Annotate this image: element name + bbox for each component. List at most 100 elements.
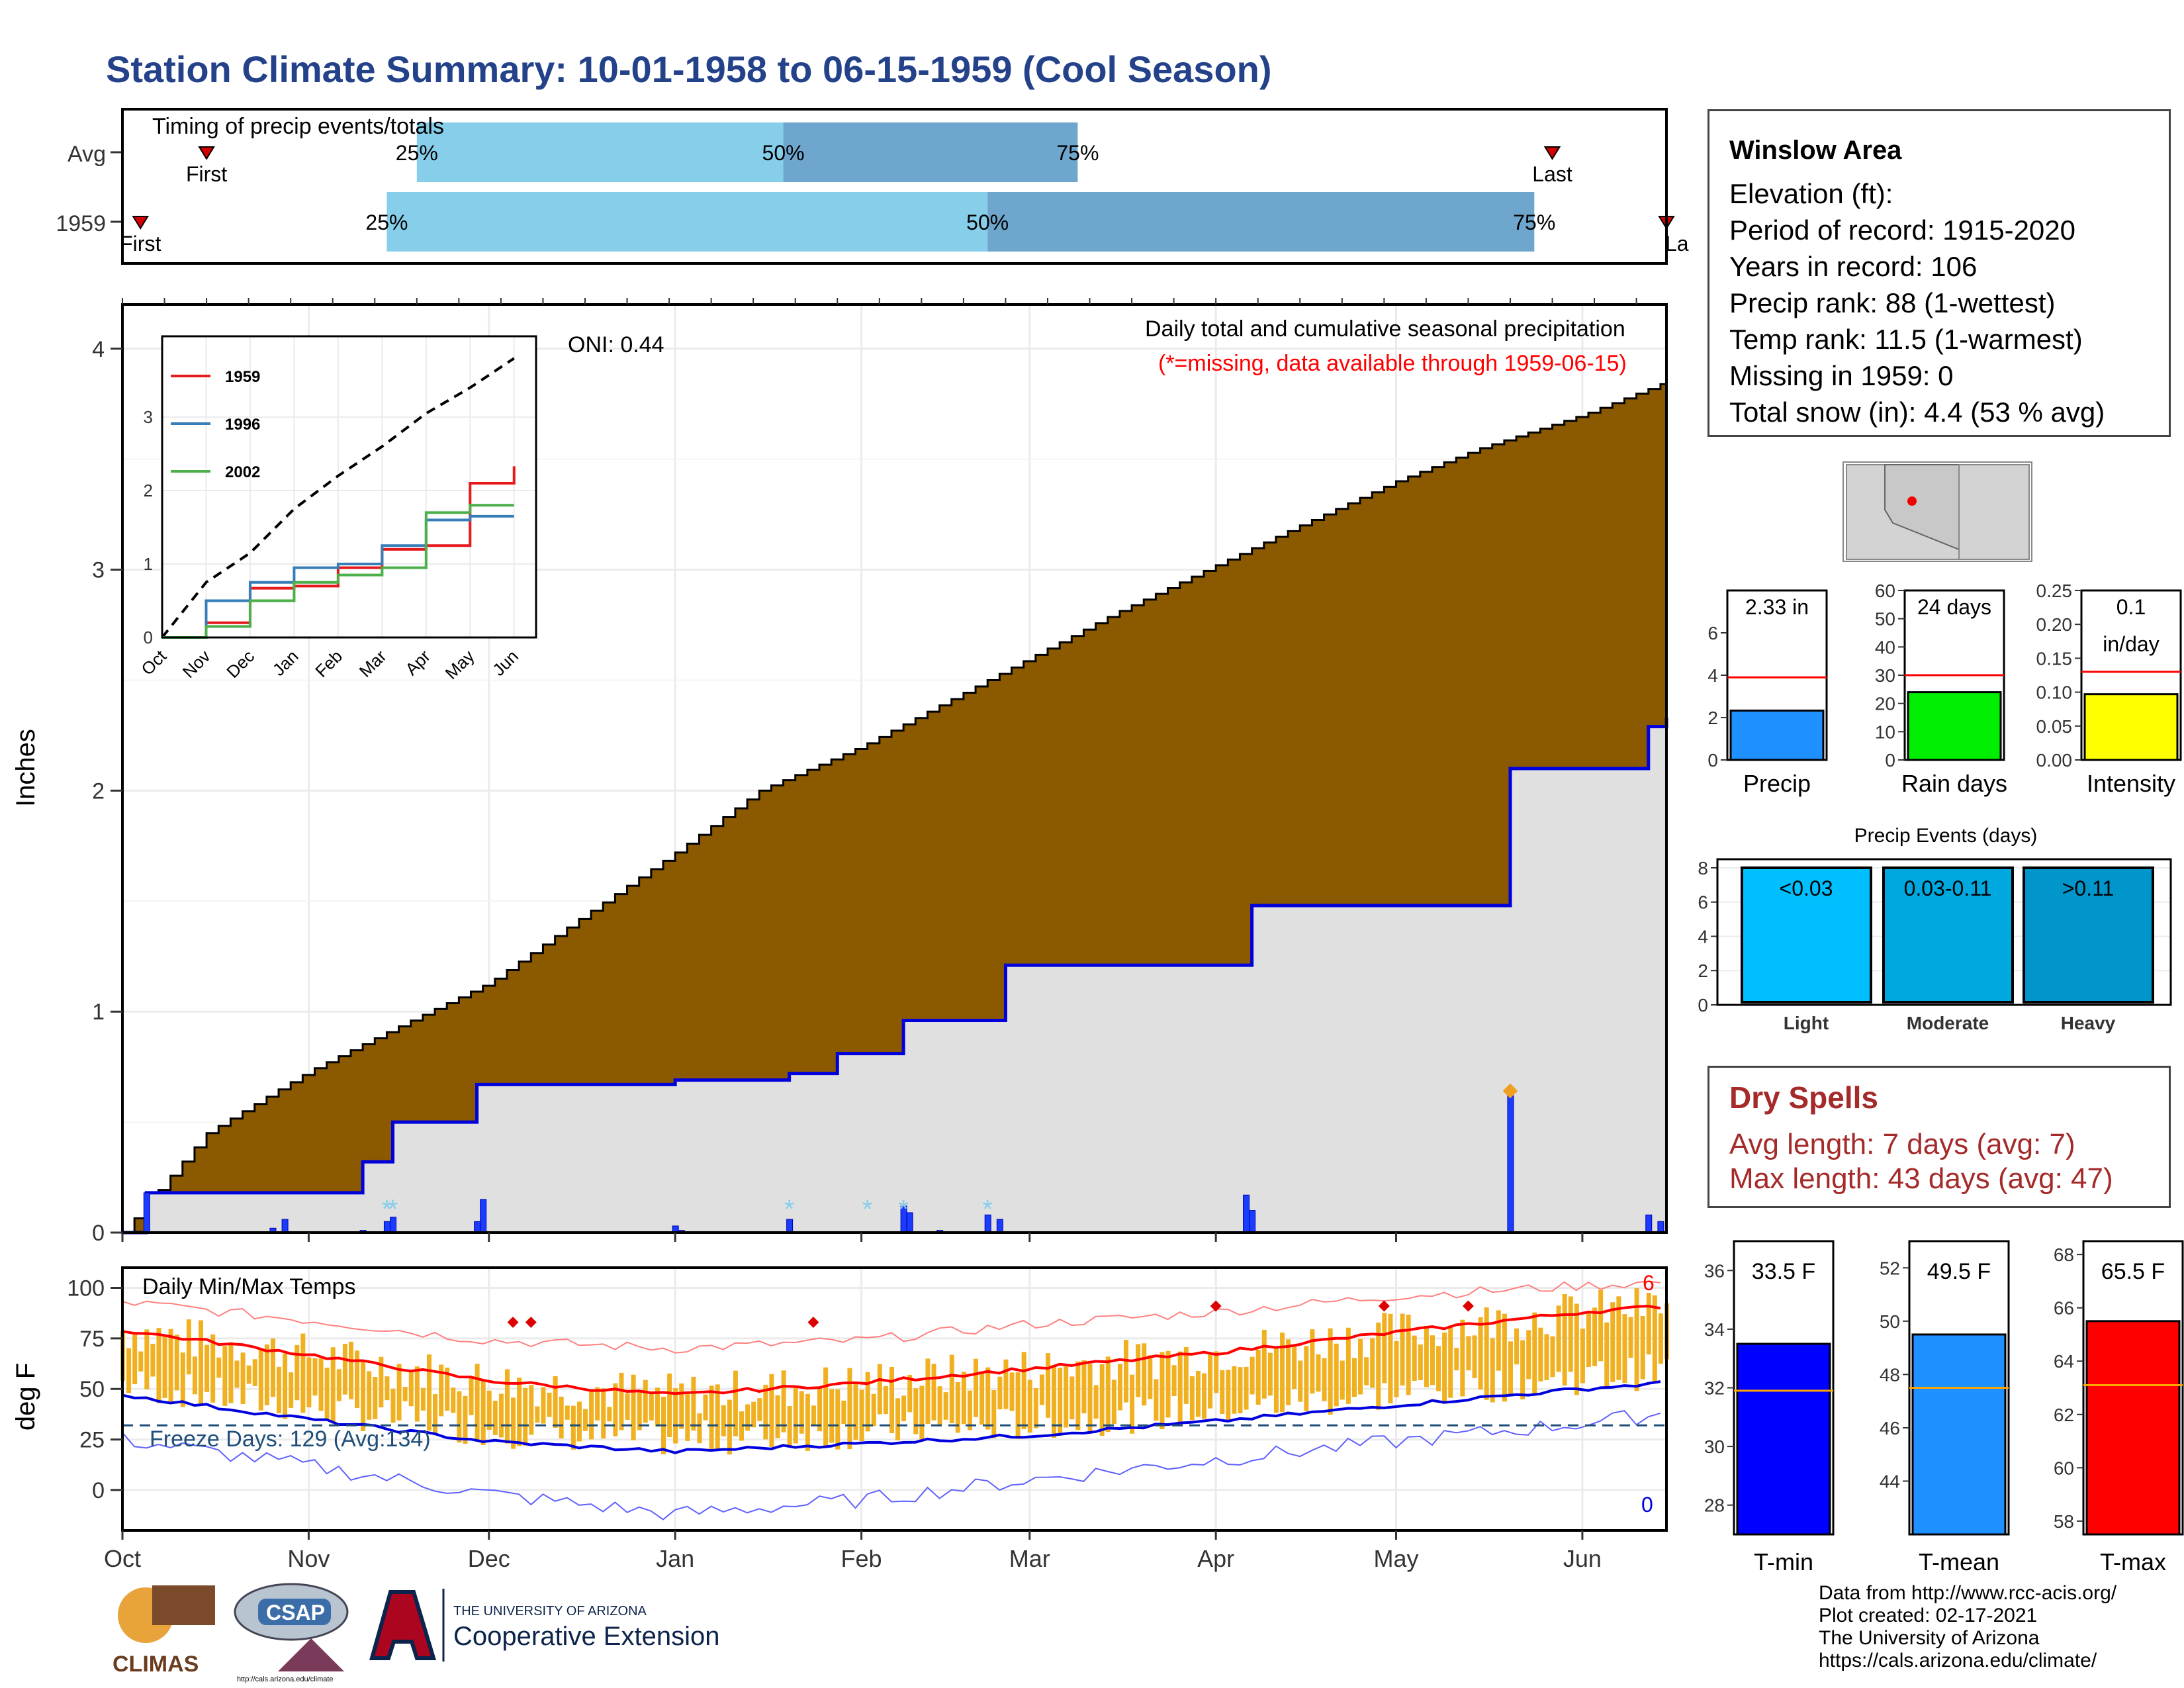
credit-url: https://cals.arizona.edu/climate/ — [1819, 1650, 2097, 1671]
daily-temp-bar — [480, 1380, 486, 1445]
daily-temp-bar — [1322, 1358, 1327, 1401]
precip-y-tick-label: 1 — [92, 1000, 105, 1025]
daily-temp-bar — [355, 1350, 360, 1408]
daily-temp-bar — [186, 1319, 191, 1375]
daily-temp-bar — [1340, 1360, 1345, 1400]
raindays-label: Rain days — [1901, 770, 2007, 797]
info-elevation: Elevation (ft): — [1729, 178, 1893, 209]
event-bar-light — [1741, 866, 1872, 1004]
daily-temp-bar — [162, 1336, 167, 1398]
daily-temp-bar — [649, 1391, 654, 1421]
daily-temp-bar — [865, 1372, 870, 1432]
daily-temp-bar — [240, 1352, 246, 1404]
ua-line2: Cooperative Extension — [453, 1622, 719, 1651]
daily-temp-bar — [1273, 1347, 1279, 1413]
daily-temp-bar — [673, 1388, 678, 1444]
daily-temp-bar — [451, 1387, 456, 1413]
event-category-label: Light — [1784, 1013, 1829, 1033]
daily-temp-bar — [258, 1349, 263, 1411]
raindays-tick-label: 50 — [1875, 609, 1895, 630]
dry-spells-title: Dry Spells — [1729, 1080, 1878, 1115]
temps-background — [122, 1268, 1666, 1530]
daily-temp-bar — [985, 1367, 991, 1430]
daily-temp-bar — [1496, 1310, 1501, 1371]
daily-temp-bar — [126, 1348, 132, 1393]
daily-temp-bar — [1015, 1372, 1021, 1439]
daily-precip-bar — [143, 1192, 150, 1233]
daily-temp-bar — [252, 1359, 257, 1386]
daily-temp-bar — [1298, 1360, 1303, 1402]
daily-temp-bar — [264, 1344, 269, 1405]
daily-temp-bar — [805, 1393, 810, 1451]
timing-p50-label: 50% — [966, 211, 1009, 234]
daily-temp-bar — [1033, 1388, 1038, 1429]
inset-legend-label: 1996 — [225, 416, 260, 434]
daily-temp-bar — [1142, 1343, 1147, 1406]
daily-temp-bar — [1610, 1302, 1615, 1382]
temps-y-axis-title: deg F — [11, 1363, 40, 1430]
daily-temp-bar — [799, 1391, 804, 1434]
event-bar-label: >0.11 — [2062, 876, 2115, 900]
daily-temp-bar — [1310, 1329, 1315, 1394]
observed-cumulative-line — [122, 718, 1668, 1235]
daily-temp-bar — [523, 1387, 528, 1446]
daily-temp-bar — [1039, 1374, 1044, 1405]
daily-temp-bar — [847, 1368, 852, 1450]
info-temp-rank: Temp rank: 11.5 (1-warmest) — [1729, 324, 2083, 355]
precip-y-tick-label: 4 — [92, 337, 105, 362]
daily-temp-bar — [637, 1392, 642, 1430]
daily-temp-bar — [793, 1387, 798, 1444]
daily-temp-bar — [1214, 1351, 1219, 1393]
dry-spells-avg: Avg length: 7 days (avg: 7) — [1729, 1128, 2075, 1160]
daily-temp-bar — [390, 1388, 396, 1423]
events-tick-label: 0 — [1698, 995, 1708, 1015]
daily-temp-bar — [1177, 1351, 1183, 1425]
daily-temp-bar — [721, 1405, 726, 1436]
tbar-tick-label: 58 — [2054, 1511, 2074, 1532]
daily-temp-bar — [1328, 1328, 1333, 1415]
daily-temp-bar — [342, 1344, 347, 1395]
intensity-value: 0.1 — [2116, 595, 2146, 619]
inset-y-tick-label: 2 — [144, 481, 153, 500]
daily-temp-bar — [1021, 1352, 1026, 1430]
daily-temp-bar — [974, 1358, 979, 1417]
event-bar-moderate — [1882, 866, 2014, 1004]
timing-bar-q1 — [416, 122, 784, 182]
daily-temp-bar — [168, 1329, 173, 1402]
tbar-tick-label: 60 — [2054, 1458, 2074, 1478]
timing-row-label: Avg — [68, 142, 106, 167]
daily-temp-bar — [1093, 1385, 1099, 1419]
daily-temp-bar — [138, 1351, 144, 1372]
info-total-snow: Total snow (in): 4.4 (53 % avg) — [1729, 397, 2105, 428]
events-tick-label: 6 — [1698, 892, 1708, 913]
inset-panel: Oct Nov Dec Jan Feb Mar Apr May Jun0123195919962… — [137, 335, 537, 683]
daily-temp-bar — [199, 1320, 204, 1405]
daily-temp-bar — [1550, 1336, 1555, 1378]
record-high-marker — [525, 1316, 537, 1328]
daily-temp-bar — [769, 1374, 774, 1447]
daily-temp-bar — [1304, 1346, 1309, 1411]
daily-temp-bar — [871, 1393, 876, 1427]
daily-temp-bar — [997, 1376, 1003, 1410]
daily-temp-bar — [1351, 1358, 1357, 1397]
daily-temp-bar — [469, 1376, 474, 1415]
temps-y-tick-label: 100 — [67, 1276, 105, 1301]
event-category-label: Moderate — [1907, 1013, 1989, 1033]
daily-temp-bar — [1003, 1359, 1009, 1409]
record-high-marker — [507, 1316, 519, 1328]
daily-temp-bar — [703, 1394, 708, 1421]
daily-temp-bar — [1460, 1319, 1465, 1397]
intensity-tick-label: 0.00 — [2036, 750, 2073, 771]
daily-temp-bar — [1195, 1371, 1201, 1417]
timing-last-label: La — [1665, 232, 1689, 256]
daily-temp-bar — [655, 1387, 660, 1427]
timing-first-label: First — [120, 232, 161, 256]
locator-map-newmexico — [1958, 464, 2030, 560]
daily-temp-bar — [1364, 1357, 1369, 1385]
daily-temp-bar — [283, 1353, 288, 1419]
daily-temp-bar — [685, 1394, 690, 1441]
daily-temp-bar — [348, 1341, 353, 1399]
tbar-value: 49.5 F — [1927, 1259, 1991, 1284]
daily-temp-bar — [300, 1333, 306, 1413]
daily-temp-bar — [324, 1368, 330, 1419]
